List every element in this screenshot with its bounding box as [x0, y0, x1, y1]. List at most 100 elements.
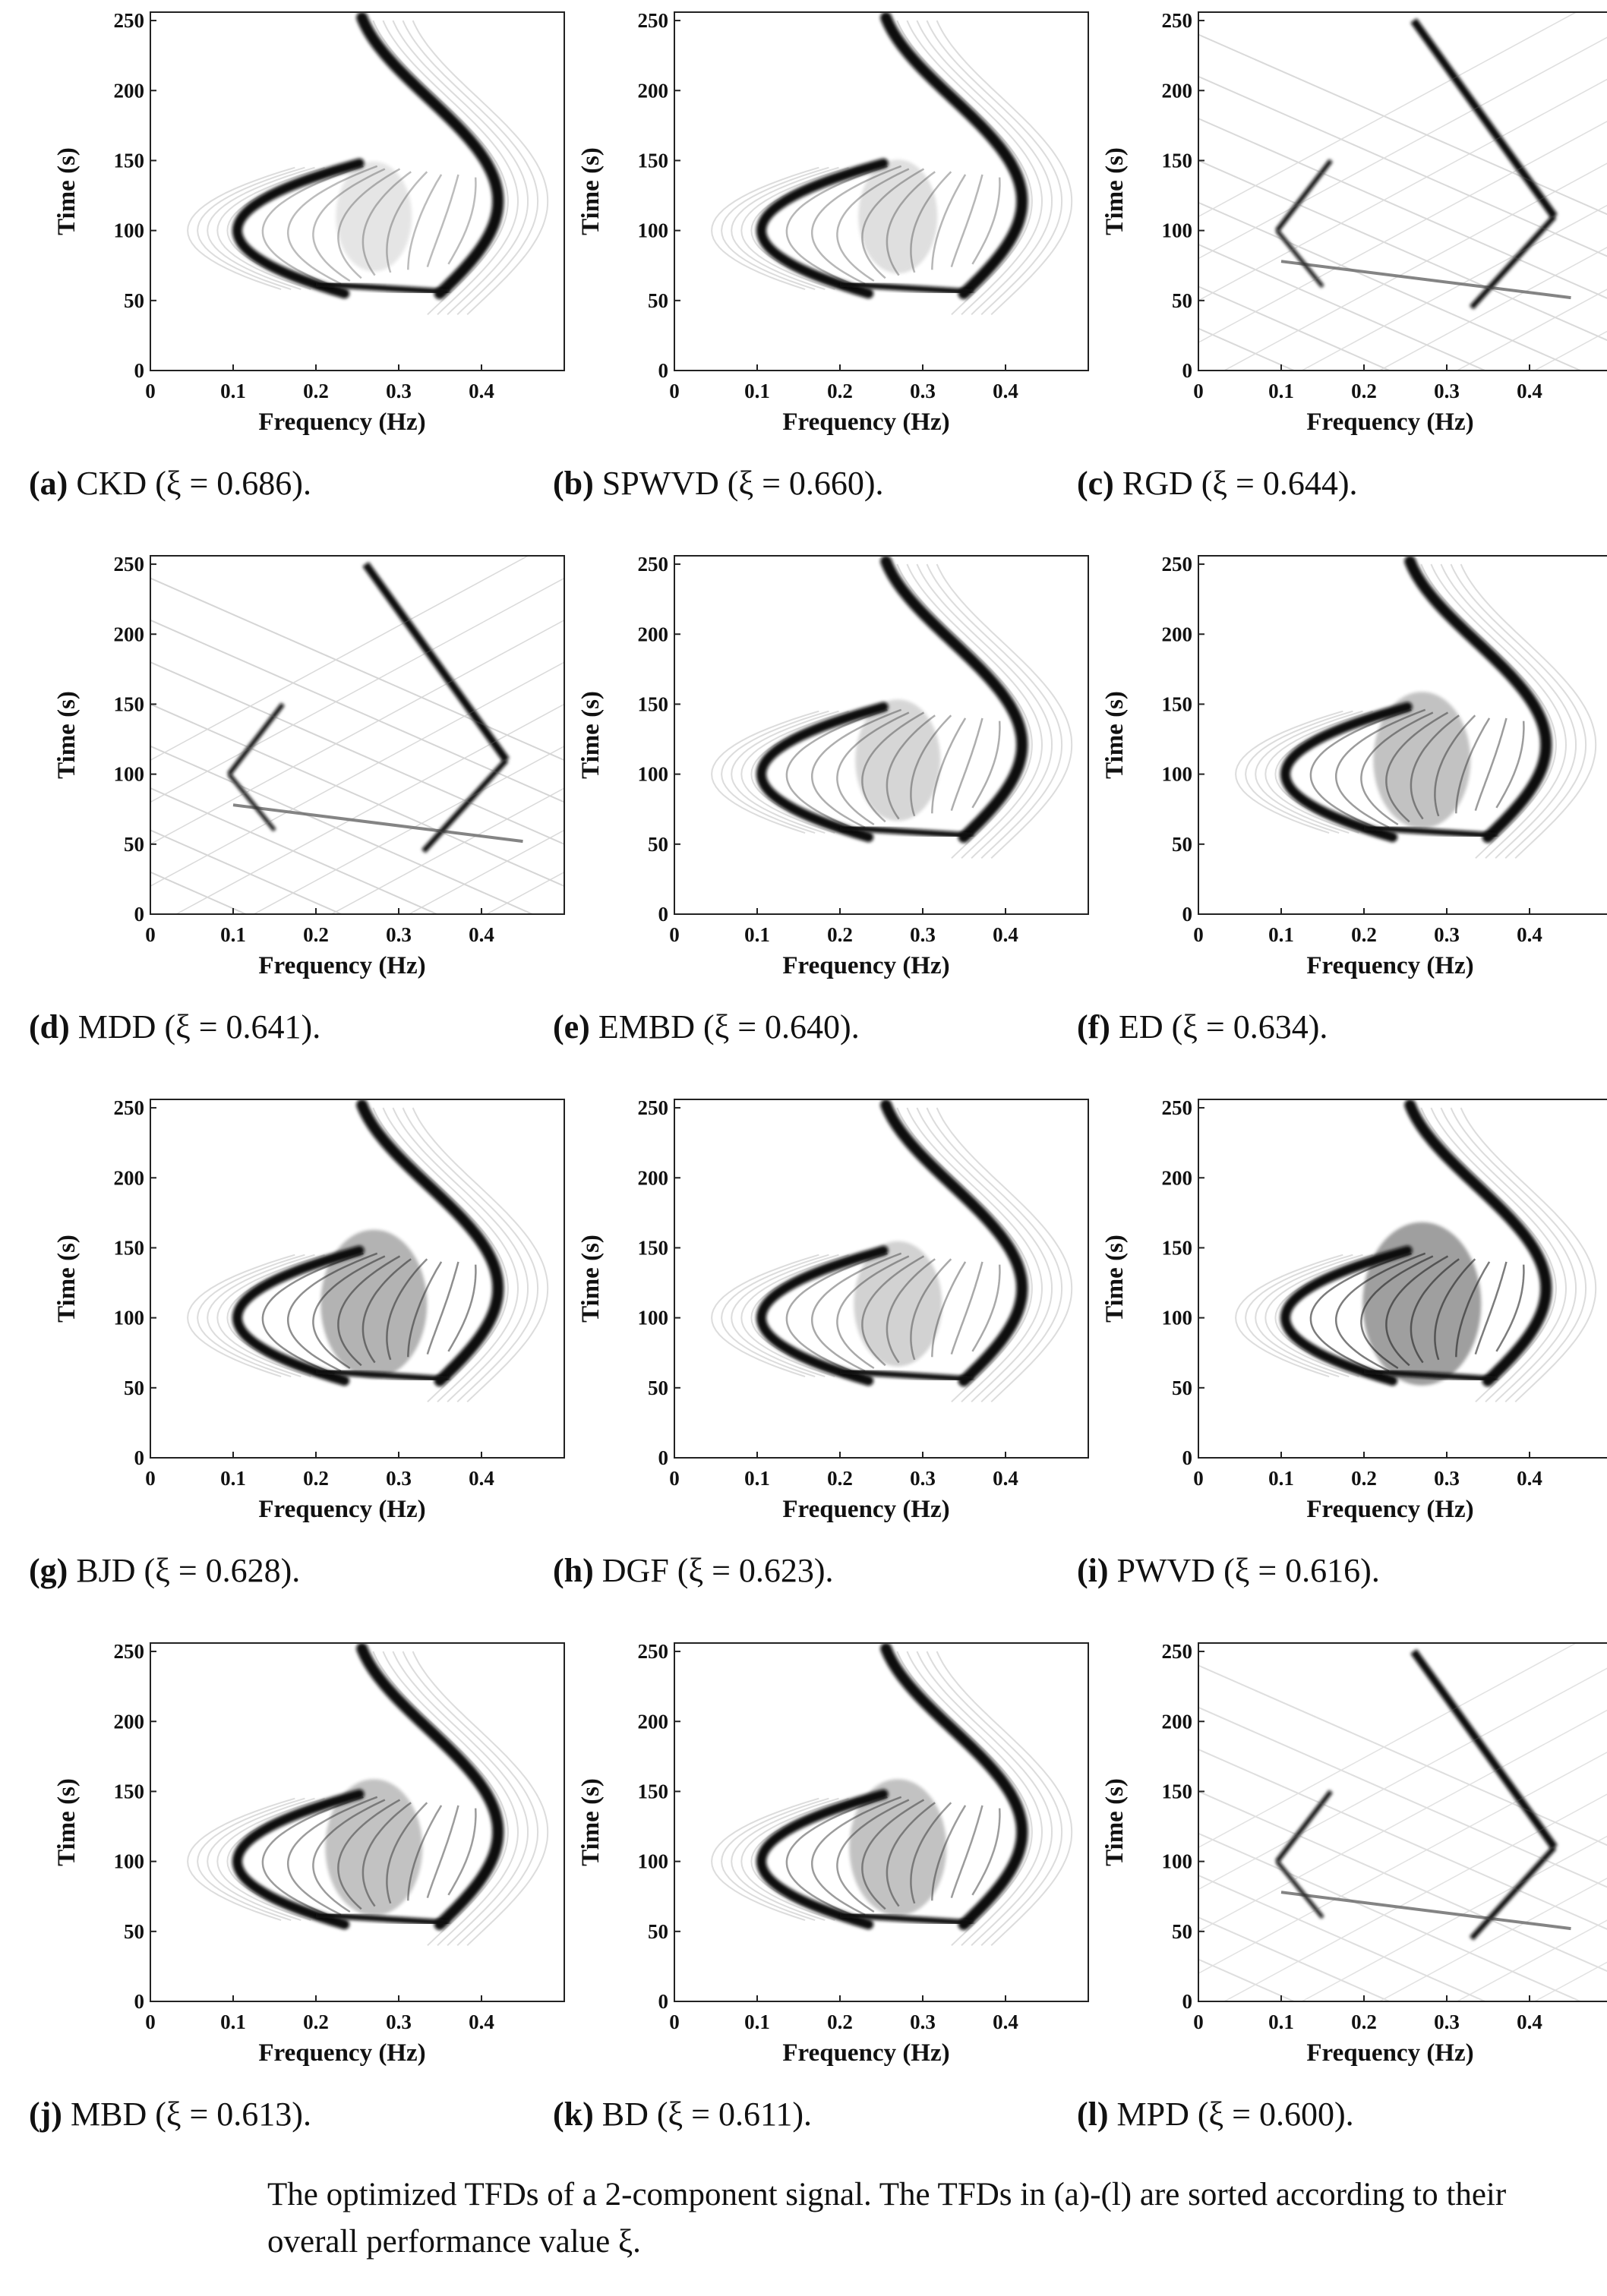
- cross-term: [325, 1779, 423, 1916]
- y-tick-label: 50: [648, 289, 668, 312]
- x-tick-label: 0.3: [1434, 923, 1460, 946]
- y-tick-label: 100: [1162, 1307, 1193, 1329]
- component-1-ridge: [756, 702, 889, 843]
- y-tick-label: 0: [1182, 359, 1193, 382]
- y-axis-title: Time (s): [577, 1235, 605, 1323]
- x-tick-label: 0.1: [744, 380, 770, 402]
- y-tick-label: 0: [658, 903, 669, 926]
- x-axis-title: Frequency (Hz): [258, 408, 425, 436]
- y-tick-label: 150: [114, 1236, 145, 1259]
- subfigure-caption: (d) MDD (ξ = 0.641).: [29, 1008, 545, 1046]
- x-tick-label: 0.4: [993, 2011, 1018, 2033]
- tfd-plot: 0 50 100 150 200 250 0 0.1 0.2 0.3 0.4 Frequency (H…: [577, 9, 1089, 436]
- x-tick-label: 0.4: [1517, 380, 1542, 402]
- y-tick-label: 200: [1162, 79, 1193, 102]
- y-axis-title: Time (s): [53, 1778, 81, 1866]
- y-tick-label: 0: [1182, 1990, 1193, 2013]
- x-tick-label: 0.2: [303, 2011, 329, 2033]
- x-tick-label: 0.2: [1351, 380, 1377, 402]
- x-axis-title: Frequency (Hz): [782, 952, 949, 979]
- x-tick-label: 0.4: [469, 2011, 494, 2033]
- x-axis-title: Frequency (Hz): [258, 2039, 425, 2067]
- ghost-ripples: [1235, 563, 1597, 859]
- subfigure-caption: (g) BJD (ξ = 0.628).: [29, 1551, 545, 1590]
- line-artifacts: [1198, 1643, 1607, 2001]
- subfigure-caption-text: DGF (ξ = 0.623).: [593, 1552, 834, 1589]
- line-components: [1275, 1649, 1571, 1941]
- subfigure-caption-text: MDD (ξ = 0.641).: [69, 1008, 321, 1046]
- line-artifacts: [150, 556, 564, 914]
- subfigure-caption: (k) BD (ξ = 0.611).: [553, 2095, 1069, 2134]
- subfigure-caption: (j) MBD (ξ = 0.613).: [29, 2095, 545, 2134]
- y-axis-title: Time (s): [1101, 147, 1129, 235]
- x-tick-label: 0.4: [469, 923, 494, 946]
- component-1-ridge: [1280, 1245, 1413, 1386]
- y-tick-label: 200: [638, 79, 669, 102]
- y-tick-label: 0: [134, 1446, 145, 1469]
- cross-link: [1363, 824, 1497, 839]
- y-tick-label: 150: [1162, 1236, 1193, 1259]
- subfigure-caption-text: RGD (ξ = 0.644).: [1113, 465, 1358, 502]
- x-tick-label: 0.4: [469, 380, 494, 402]
- tfd-plot: 0 50 100 150 200 250 0 0.1 0.2 0.3 0.4 Frequency (H…: [577, 1640, 1089, 2067]
- y-axis-title: Time (s): [53, 691, 81, 779]
- tfd-panel: 0 50 100 150 200 250 0 0.1 0.2 0.3 0.4 Frequency (H…: [553, 5, 1089, 528]
- subfigure-caption-text: SPWVD (ξ = 0.660).: [593, 465, 884, 502]
- tfd-plot: 0 50 100 150 200 250 0 0.1 0.2 0.3 0.4 Frequency (H…: [1101, 1640, 1607, 2067]
- y-tick-label: 250: [1162, 553, 1193, 576]
- component-2-ridge: [356, 1099, 504, 1387]
- y-tick-label: 200: [114, 79, 145, 102]
- subfigure-caption-text: PWVD (ξ = 0.616).: [1108, 1552, 1380, 1589]
- x-tick-label: 0.2: [827, 2011, 853, 2033]
- line-components: [227, 562, 523, 853]
- x-tick-label: 0.3: [910, 380, 936, 402]
- component-2-ridge: [880, 12, 1028, 300]
- tfd-plot: 0 50 100 150 200 250 0 0.1 0.2 0.3 0.4 Frequency (H…: [577, 553, 1089, 979]
- y-tick-label: 150: [638, 149, 669, 172]
- plot-frame: [674, 1099, 1089, 1459]
- tfd-panel: 0 50 100 150 200 250 0 0.1 0.2 0.3 0.4 Frequency (H…: [553, 1092, 1089, 1616]
- plot-area: [150, 556, 564, 914]
- y-tick-label: 50: [1172, 1377, 1192, 1399]
- y-tick-label: 250: [1162, 1640, 1193, 1663]
- subfigure-tag: (k): [553, 2096, 594, 2133]
- tfd-plot: 0 50 100 150 200 250 0 0.1 0.2 0.3 0.4 Frequency (H…: [53, 1096, 565, 1523]
- y-tick-label: 250: [1162, 1096, 1193, 1119]
- x-axis-title: Frequency (Hz): [782, 1496, 949, 1523]
- component-1-ridge: [232, 1245, 365, 1386]
- y-tick-label: 50: [124, 1920, 144, 1943]
- x-axis-title: Frequency (Hz): [782, 2039, 949, 2067]
- y-axis-title: Time (s): [1101, 1235, 1129, 1323]
- plot-frame: [1198, 1642, 1607, 2002]
- cross-link: [839, 280, 973, 295]
- y-tick-label: 200: [1162, 623, 1193, 645]
- x-tick-label: 0.1: [1268, 380, 1294, 402]
- x-axis-title: Frequency (Hz): [1306, 1496, 1473, 1523]
- y-tick-label: 100: [1162, 1850, 1193, 1873]
- component-1-ridge: [232, 1789, 365, 1930]
- x-tick-label: 0.2: [303, 923, 329, 946]
- tfd-plot: 0 50 100 150 200 250 0 0.1 0.2 0.3 0.4 Frequency (H…: [1101, 1096, 1607, 1523]
- x-axis-title: Frequency (Hz): [1306, 952, 1473, 979]
- tfd-plot: 0 50 100 150 200 250 0 0.1 0.2 0.3 0.4 Frequency (H…: [577, 1096, 1089, 1523]
- cross-term: [854, 1241, 942, 1367]
- y-tick-label: 150: [114, 692, 145, 715]
- y-tick-label: 50: [124, 833, 144, 856]
- plot-area: [1198, 12, 1607, 371]
- y-tick-label: 150: [114, 1780, 145, 1802]
- tfd-plot: 0 50 100 150 200 250 0 0.1 0.2 0.3 0.4 Frequency (H…: [53, 1640, 565, 2067]
- y-tick-label: 50: [1172, 289, 1192, 312]
- y-tick-label: 50: [1172, 833, 1192, 856]
- cross-term: [858, 159, 938, 274]
- plot-frame: [1198, 555, 1607, 915]
- subfigure-caption-text: MPD (ξ = 0.600).: [1108, 2096, 1354, 2133]
- x-tick-label: 0.2: [1351, 923, 1377, 946]
- y-axis-title: Time (s): [577, 1778, 605, 1866]
- x-tick-label: 0: [145, 380, 156, 402]
- x-axis-title: Frequency (Hz): [782, 408, 949, 436]
- x-tick-label: 0.4: [993, 923, 1018, 946]
- x-tick-label: 0.2: [303, 380, 329, 402]
- cross-link: [839, 1367, 973, 1383]
- y-tick-label: 100: [1162, 763, 1193, 786]
- figure-caption: The optimized TFDs of a 2-component sign…: [267, 2177, 1507, 2260]
